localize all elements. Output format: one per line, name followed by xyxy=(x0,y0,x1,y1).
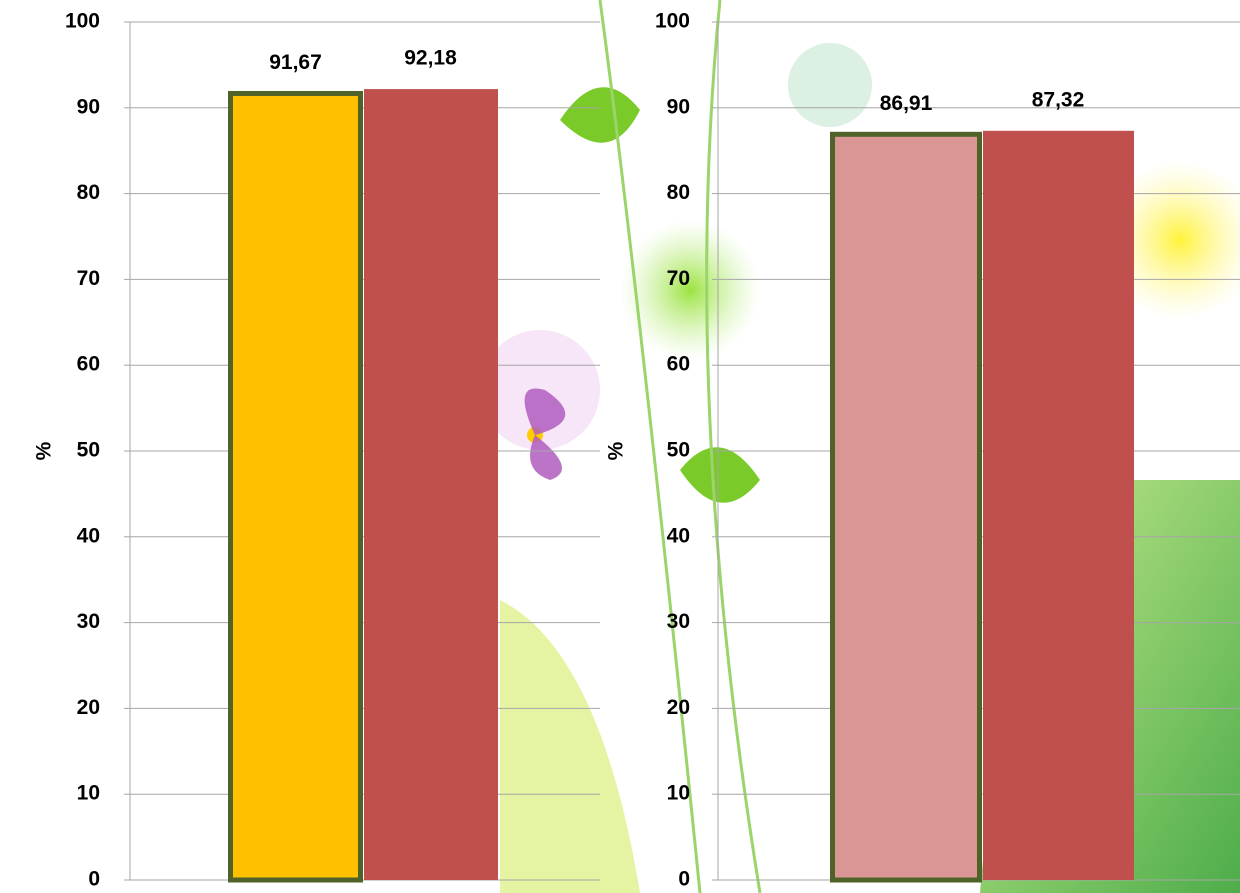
bar xyxy=(231,93,361,880)
bar xyxy=(833,134,980,880)
y-tick-label: 100 xyxy=(655,10,690,33)
y-tick-label: 20 xyxy=(77,696,100,719)
y-tick-label: 80 xyxy=(667,181,690,204)
y-tick-label: 90 xyxy=(667,95,690,118)
value-label: 86,91 xyxy=(880,92,933,115)
y-tick-label: 70 xyxy=(667,267,690,290)
y-tick-label: 50 xyxy=(77,439,100,462)
y-tick-label: 60 xyxy=(667,353,690,376)
y-tick-label: 60 xyxy=(77,353,100,376)
y-tick-label: 40 xyxy=(667,524,690,547)
y-tick-label: 10 xyxy=(77,782,100,805)
bar xyxy=(983,131,1134,880)
y-tick-label: 50 xyxy=(667,439,690,462)
chart: 0 10 20 30 40 50 60 70 80 90 100% 91,67 92,18 0 10 20 30… xyxy=(0,0,1240,893)
y-tick-label: 0 xyxy=(678,868,690,891)
y-axis-label: % xyxy=(33,441,56,460)
value-label: 92,18 xyxy=(404,47,457,70)
value-label: 87,32 xyxy=(1032,88,1085,111)
y-tick-label: 70 xyxy=(77,267,100,290)
y-tick-label: 30 xyxy=(667,610,690,633)
y-tick-label: 80 xyxy=(77,181,100,204)
y-tick-label: 40 xyxy=(77,524,100,547)
y-axis-label: % xyxy=(605,441,628,460)
bar xyxy=(364,89,498,880)
y-tick-label: 0 xyxy=(88,868,100,891)
y-tick-label: 10 xyxy=(667,782,690,805)
value-label: 91,67 xyxy=(269,51,322,74)
y-tick-label: 90 xyxy=(77,95,100,118)
y-tick-label: 100 xyxy=(65,10,100,33)
y-tick-label: 20 xyxy=(667,696,690,719)
y-tick-label: 30 xyxy=(77,610,100,633)
